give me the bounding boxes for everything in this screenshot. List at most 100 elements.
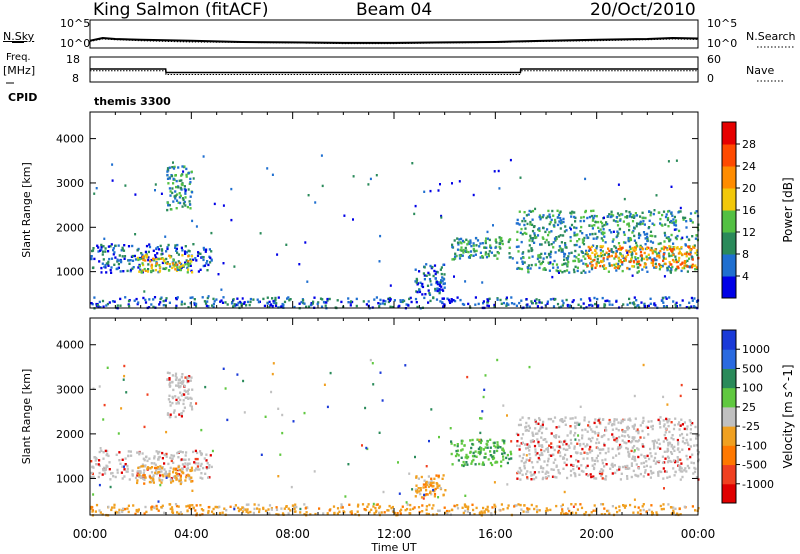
velocity-colorbar-swatch — [722, 349, 736, 369]
power-panel-cell — [362, 300, 365, 303]
velocity-panel-cell — [637, 430, 640, 433]
velocity-panel-cell — [641, 421, 644, 424]
power-panel-cell — [508, 252, 511, 255]
velocity-panel-cell — [168, 371, 171, 375]
velocity-panel-cell — [109, 478, 112, 481]
power-panel-cell — [123, 257, 126, 260]
velocity-panel-cell — [582, 470, 585, 473]
power-panel-cell — [379, 302, 382, 306]
velocity-panel-cell — [668, 441, 671, 444]
power-panel-cell — [550, 243, 553, 246]
power-panel-cell — [599, 245, 602, 248]
power-panel-cell — [657, 211, 660, 214]
velocity-panel-cell — [671, 447, 675, 450]
velocity-panel-cell — [194, 462, 197, 465]
power-panel-cell — [384, 300, 387, 303]
power-panel-cell — [591, 227, 594, 230]
velocity-panel-cell — [575, 421, 579, 425]
power-panel-cell — [168, 177, 171, 180]
power-panel-cell — [116, 258, 119, 261]
power-panel-cell — [564, 225, 567, 228]
freq-label: Freq. — [6, 52, 31, 63]
velocity-panel-cell — [186, 462, 190, 465]
velocity-panel-cell — [189, 404, 192, 407]
velocity-panel-cell — [148, 457, 151, 460]
power-panel-cell — [573, 211, 576, 214]
power-panel-cell — [619, 219, 622, 222]
velocity-panel-cell — [649, 452, 652, 455]
velocity-panel-cell — [185, 469, 189, 472]
power-panel-cell — [618, 227, 621, 231]
power-panel-cell — [521, 252, 524, 255]
power-panel-cell — [586, 254, 590, 258]
power-panel-cell — [434, 289, 437, 292]
power-panel-cell — [215, 298, 218, 301]
velocity-panel-cell — [657, 473, 660, 476]
power-panel-cell — [484, 253, 487, 256]
power-panel-cell — [555, 237, 558, 241]
velocity-panel-cell — [236, 373, 239, 376]
velocity-panel-cell — [433, 488, 436, 492]
power-panel-cell — [375, 296, 378, 299]
velocity-panel-cell — [431, 507, 434, 510]
power-panel-cell — [663, 275, 666, 278]
velocity-panel-cell — [672, 427, 676, 431]
velocity-panel-cell — [636, 511, 640, 514]
velocity-panel-cell — [558, 445, 561, 448]
power-panel-cell — [630, 253, 633, 256]
power-panel-cell — [100, 271, 103, 274]
power-panel-cell — [581, 232, 584, 235]
power-panel-cell — [675, 237, 678, 241]
velocity-panel-cell — [676, 456, 679, 459]
power-panel-cell — [542, 257, 545, 260]
power-panel-cell — [439, 183, 441, 186]
power-panel-cell — [590, 260, 593, 264]
velocity-panel-cell — [434, 487, 437, 491]
velocity-panel-cell — [651, 424, 654, 428]
velocity-panel-cell — [175, 478, 178, 481]
velocity-panel-cell — [427, 485, 430, 488]
power-panel-cell — [107, 245, 110, 248]
power-panel-cell — [542, 226, 545, 229]
power-panel-cell — [661, 213, 664, 217]
velocity-panel-cell — [190, 480, 193, 483]
power-panel-cell — [531, 229, 535, 233]
velocity-panel-cell — [679, 424, 682, 427]
power-panel-cell — [623, 197, 626, 201]
velocity-panel-cell — [104, 472, 107, 475]
velocity-panel-cell — [518, 444, 521, 448]
power-panel-cell — [554, 221, 557, 224]
power-panel-cell — [662, 253, 665, 256]
velocity-panel-cell — [672, 511, 675, 514]
power-panel-cell — [271, 305, 274, 308]
power-panel-cell — [520, 240, 523, 244]
velocity-panel-cell — [242, 507, 245, 510]
velocity-panel-cell — [624, 465, 627, 468]
velocity-panel-cell — [654, 452, 657, 455]
velocity-panel-cell — [527, 429, 530, 432]
power-panel-cell — [399, 299, 402, 302]
power-panel-cell — [403, 299, 406, 303]
velocity-panel-cell — [582, 457, 585, 460]
velocity-panel-cell — [140, 475, 143, 478]
velocity-panel-cell — [550, 454, 553, 457]
velocity-panel-cell — [187, 397, 190, 400]
velocity-panel-cell — [653, 444, 656, 448]
power-panel-cell — [497, 169, 500, 173]
power-panel-cell — [154, 264, 157, 268]
power-panel-cell — [257, 300, 260, 304]
power-panel-cell — [545, 216, 548, 220]
velocity-panel-cell — [445, 509, 449, 513]
power-panel-cell — [171, 266, 174, 270]
velocity-panel-cell — [429, 481, 432, 485]
velocity-panel-cell — [193, 469, 197, 472]
velocity-panel-cell — [474, 463, 477, 466]
velocity-panel-cell — [587, 420, 591, 424]
power-panel-cell — [453, 275, 455, 278]
power-panel-cell — [161, 261, 164, 265]
power-panel-cell — [651, 241, 655, 244]
power-panel-cell — [312, 300, 315, 303]
power-panel-cell — [584, 177, 587, 181]
power-panel-cell — [186, 262, 189, 266]
velocity-panel-cell — [247, 511, 250, 514]
